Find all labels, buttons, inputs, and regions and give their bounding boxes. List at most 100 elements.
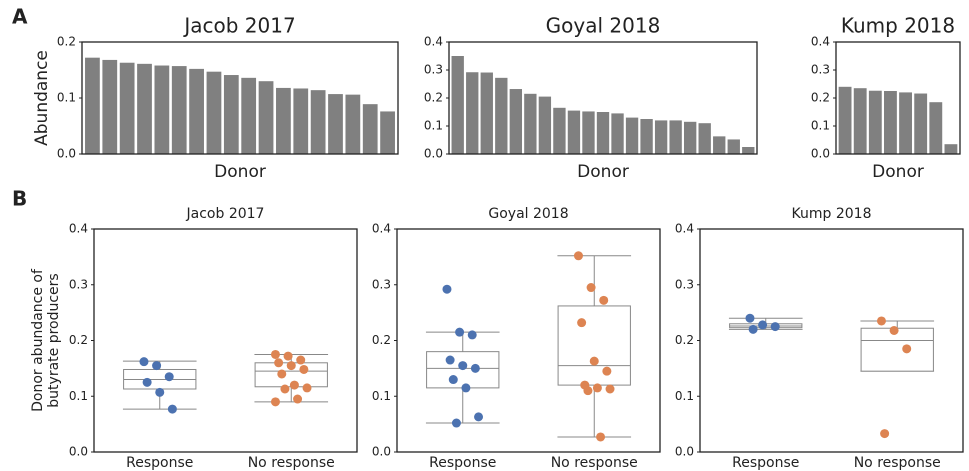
y-tick-label: 0.4	[424, 35, 443, 49]
point	[299, 364, 309, 374]
point	[602, 366, 612, 376]
x-axis-label: Donor	[872, 162, 924, 182]
point	[902, 344, 912, 354]
bar	[380, 111, 395, 154]
y-tick-label: 0.1	[811, 119, 830, 133]
y-tick-label: 0.0	[57, 147, 76, 161]
bar	[899, 92, 912, 154]
point	[573, 251, 583, 261]
y-tick-label: 0.2	[69, 333, 88, 347]
point	[152, 361, 162, 371]
bar	[171, 66, 187, 154]
point	[286, 361, 296, 371]
point	[577, 318, 587, 328]
y-tick-label: 0.4	[372, 222, 391, 236]
bar	[596, 112, 610, 154]
point	[274, 358, 284, 368]
plot-frame	[835, 41, 961, 155]
bar	[914, 93, 928, 154]
point	[277, 369, 287, 379]
point	[458, 361, 468, 371]
bar	[727, 139, 740, 154]
point	[280, 384, 290, 394]
point	[758, 320, 768, 330]
panel-label: A	[12, 5, 28, 29]
bar	[345, 94, 361, 154]
bar	[189, 68, 204, 154]
y-axis-label: Abundance	[32, 50, 52, 146]
bar	[154, 65, 170, 154]
point	[455, 327, 465, 337]
bar	[293, 88, 309, 154]
point	[164, 372, 174, 382]
y-tick-label: 0.1	[372, 389, 391, 403]
bar	[553, 107, 566, 154]
bar	[698, 123, 711, 154]
point	[302, 383, 312, 393]
y-tick-label: 0.3	[675, 277, 694, 291]
box	[557, 305, 631, 386]
plot-frame	[93, 228, 358, 453]
point	[442, 284, 452, 294]
bar	[241, 77, 257, 154]
bar	[223, 75, 239, 154]
bar	[713, 136, 726, 154]
bar	[102, 59, 118, 154]
bar	[929, 102, 943, 154]
bar	[884, 91, 897, 154]
point	[599, 295, 609, 305]
point	[139, 357, 149, 367]
bar	[853, 88, 867, 154]
plot-frame	[81, 41, 399, 155]
box	[860, 327, 934, 372]
x-tick-label: Response	[732, 455, 799, 471]
x-axis-label: Donor	[577, 162, 629, 182]
point	[283, 351, 293, 361]
y-tick-label: 0.3	[811, 63, 830, 77]
point	[605, 384, 615, 394]
bar	[137, 63, 152, 155]
y-tick-label: 0.0	[424, 147, 443, 161]
bar	[451, 56, 464, 154]
bar	[742, 147, 755, 154]
bar	[310, 90, 326, 154]
point	[448, 375, 458, 385]
x-tick-label: No response	[854, 455, 941, 471]
bar	[119, 62, 135, 154]
x-axis-label: Donor	[214, 162, 266, 182]
y-tick-label: 0.0	[675, 445, 694, 459]
y-tick-label: 0.0	[69, 445, 88, 459]
plot-frame	[699, 228, 964, 453]
y-tick-label: 0.3	[424, 63, 443, 77]
y-tick-label: 0.0	[372, 445, 391, 459]
y-tick-label: 0.4	[69, 222, 88, 236]
point	[876, 316, 886, 326]
point	[289, 380, 299, 390]
bar	[567, 110, 581, 154]
point	[596, 432, 606, 442]
chart-title: Jacob 2017	[186, 206, 265, 222]
bar	[640, 119, 653, 154]
point	[889, 325, 899, 335]
y-tick-label: 0.2	[372, 333, 391, 347]
y-tick-label: 0.1	[57, 91, 76, 105]
y-tick-label: 0.3	[372, 277, 391, 291]
point	[589, 356, 599, 366]
bar	[258, 81, 274, 154]
chart-title: Jacob 2017	[182, 14, 295, 38]
bar	[495, 77, 508, 154]
y-tick-label: 0.4	[675, 222, 694, 236]
y-tick-label: 0.1	[675, 389, 694, 403]
point	[470, 363, 480, 373]
y-tick-label: 0.1	[424, 119, 443, 133]
plot-frame	[448, 41, 758, 155]
y-axis-label: Donor abundance of	[30, 268, 46, 412]
y-tick-label: 0.1	[69, 389, 88, 403]
y-tick-label: 0.3	[69, 277, 88, 291]
bar	[206, 71, 222, 154]
bar	[683, 121, 697, 154]
x-tick-label: Response	[429, 455, 496, 471]
y-tick-label: 0.4	[811, 35, 830, 49]
y-tick-label: 0.2	[57, 35, 76, 49]
